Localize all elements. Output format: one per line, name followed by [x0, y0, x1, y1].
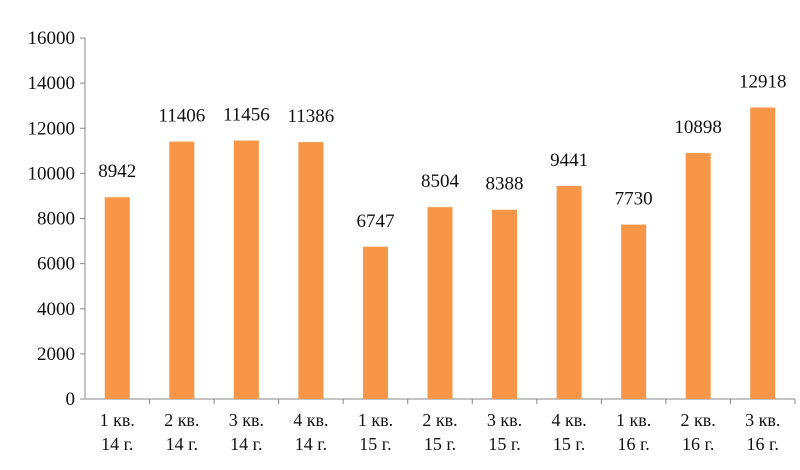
bar [104, 197, 130, 399]
y-tick-label: 4000 [37, 299, 75, 320]
x-tick-label: 4 кв. [551, 410, 586, 430]
x-tick-label: 3 кв. [745, 410, 780, 430]
bar [621, 224, 647, 399]
bar [362, 246, 388, 399]
data-label: 7730 [615, 189, 653, 210]
x-tick-label: 14 г. [295, 434, 327, 454]
bar [492, 209, 518, 399]
data-label: 11386 [288, 106, 335, 127]
data-label: 8942 [98, 161, 136, 182]
bar [233, 140, 259, 400]
x-tick-label: 15 г. [488, 434, 520, 454]
x-tick-label: 3 кв. [229, 410, 264, 430]
bar [298, 142, 324, 399]
x-tick-label: 4 кв. [293, 410, 328, 430]
bar [169, 141, 195, 399]
bar [750, 107, 776, 399]
x-tick-label: 14 г. [101, 434, 133, 454]
y-tick-label: 14000 [28, 73, 76, 94]
x-tick-label: 15 г. [424, 434, 456, 454]
data-label: 9441 [550, 150, 588, 171]
x-tick-label: 2 кв. [681, 410, 716, 430]
x-tick-label: 14 г. [230, 434, 262, 454]
data-label: 11456 [223, 105, 270, 126]
data-label: 8504 [421, 171, 460, 192]
x-tick-label: 1 кв. [616, 410, 651, 430]
y-tick-label: 12000 [28, 118, 76, 139]
x-tick-label: 16 г. [617, 434, 649, 454]
y-tick-label: 16000 [28, 28, 76, 49]
x-tick-label: 15 г. [359, 434, 391, 454]
y-tick-label: 6000 [37, 254, 75, 275]
data-label: 10898 [674, 117, 722, 138]
x-tick-label: 15 г. [553, 434, 585, 454]
data-label: 11406 [158, 106, 205, 127]
y-tick-label: 10000 [28, 163, 76, 184]
y-tick-label: 2000 [37, 344, 75, 365]
x-tick-label: 2 кв. [164, 410, 199, 430]
data-label: 8388 [486, 174, 524, 195]
data-label: 6747 [356, 211, 394, 232]
bar [427, 207, 453, 399]
x-tick-label: 3 кв. [487, 410, 522, 430]
y-tick-label: 0 [66, 389, 76, 410]
y-tick-label: 8000 [37, 209, 75, 230]
bar [685, 153, 711, 399]
x-tick-label: 16 г. [747, 434, 779, 454]
x-tick-label: 14 г. [166, 434, 198, 454]
x-tick-label: 2 кв. [422, 410, 457, 430]
x-tick-label: 1 кв. [358, 410, 393, 430]
data-label: 12918 [739, 72, 787, 93]
bar [556, 185, 582, 399]
x-tick-label: 16 г. [682, 434, 714, 454]
x-tick-label: 1 кв. [100, 410, 135, 430]
